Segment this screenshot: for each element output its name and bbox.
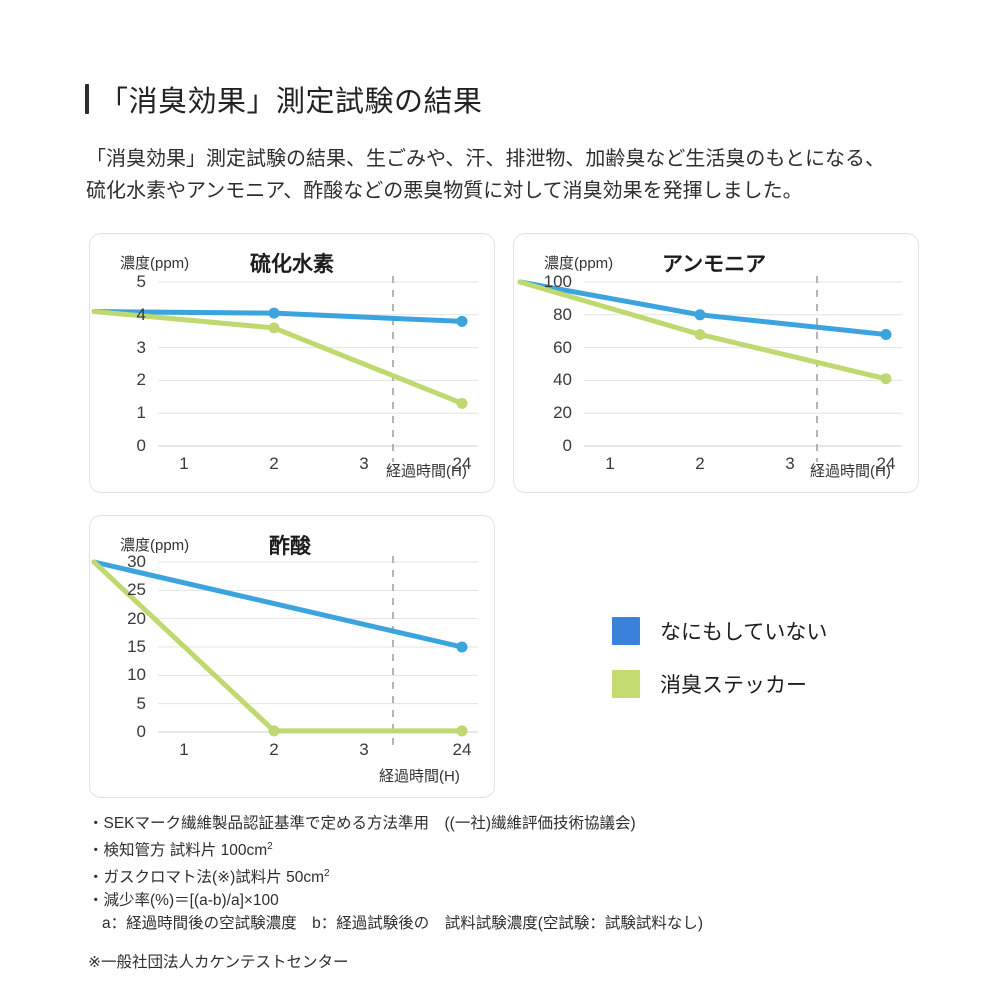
chart-plot-area: [514, 234, 920, 526]
intro-line-1: 「消臭効果」測定試験の結果、生ごみや、汗、排泄物、加齢臭など生活臭のもとになる、: [86, 148, 885, 170]
legend-label-untreated: なにもしていない: [660, 621, 828, 644]
data-point-marker: [456, 641, 468, 653]
chart-card-acetic-acid: 濃度(ppm) 酢酸 経過時間(H) 0 5 10 15 20 25 30 1 2 3 24: [89, 515, 495, 798]
y-axis-tick-label: 1: [136, 403, 146, 423]
x-axis-tick-label: 1: [179, 454, 189, 473]
legend-item-sticker: 消臭ステッカー: [612, 669, 827, 699]
data-point-marker: [880, 328, 892, 340]
y-axis-tick-label: 4: [136, 304, 146, 324]
data-point-marker: [268, 725, 280, 737]
y-axis-tick-label: 20: [127, 608, 146, 628]
footnote-reduction-formula: ・減少率(%)＝[(a-b)/a]×100: [88, 892, 279, 910]
chart-legend: なにもしていない 消臭ステッカー: [612, 616, 827, 722]
footnote-formula-terms: a：経過時間後の空試験濃度 b：経過試験後の 試料試験濃度(空試験：試験試料なし…: [102, 915, 704, 933]
x-axis-label: 経過時間(H): [379, 768, 460, 785]
intro-paragraph: 「消臭効果」測定試験の結果、生ごみや、汗、排泄物、加齢臭など生活臭のもとになる、…: [86, 143, 966, 207]
legend-swatch-blue: [612, 617, 640, 645]
y-axis-tick-label: 60: [553, 337, 572, 357]
y-axis-unit-label: 濃度(ppm): [120, 537, 190, 554]
footnote-gas-chromatography: ・ガスクロマト法(※)試料片 50cm2: [88, 862, 703, 889]
chart-title: アンモニア: [662, 253, 767, 276]
x-axis-tick-label: 24: [452, 454, 472, 473]
legend-label-sticker: 消臭ステッカー: [660, 674, 807, 697]
footnote-sek-standard: ・SEKマーク繊維製品認証基準で定める方法準用 ((一社)繊維評価技術協議会): [88, 815, 636, 832]
y-axis-tick-label: 0: [136, 436, 146, 455]
page-title-text: 「消臭効果」測定試験の結果: [99, 86, 483, 118]
title-accent-bar: [85, 84, 89, 114]
legend-item-untreated: なにもしていない: [612, 616, 827, 646]
y-axis-tick-label: 100: [543, 272, 572, 291]
chart-svg: [91, 276, 478, 462]
y-axis-tick-label: 80: [553, 304, 572, 324]
x-axis-label: 経過時間(H): [386, 463, 467, 480]
y-axis-tick-label: 40: [553, 370, 572, 390]
y-axis-tick-label: 3: [136, 337, 146, 357]
y-axis-tick-label: 25: [127, 580, 146, 600]
data-point-marker: [694, 328, 706, 340]
x-axis-tick-label: 24: [876, 454, 896, 473]
footnotes: ・SEKマーク繊維製品認証基準で定める方法準用 ((一社)繊維評価技術協議会) …: [88, 812, 703, 974]
footnote-sup-2: 2: [267, 841, 273, 852]
footnote-spacer: [88, 935, 703, 951]
page-title: 「消臭効果」測定試験の結果: [85, 78, 483, 120]
data-point-marker: [268, 307, 280, 319]
footnote-gas-chromatography-text: ・ガスクロマト法(※)試料片 50cm: [88, 869, 325, 887]
footnote-detector-tube: ・検知管方 試料片 100cm2: [88, 835, 703, 862]
y-axis-tick-label: 15: [127, 637, 146, 656]
y-axis-tick-label: 5: [136, 272, 146, 291]
series-line: [91, 559, 465, 734]
data-point-marker: [694, 309, 706, 321]
chart-svg: [517, 276, 902, 462]
chart-svg: [91, 556, 478, 748]
chart-plot-area: [90, 516, 496, 812]
chart-title: 硫化水素: [250, 253, 334, 276]
chart-title: 酢酸: [269, 535, 311, 558]
y-axis-tick-label: 0: [136, 722, 146, 741]
footnote-test-center: ※一般社団法人カケンテストセンター: [88, 954, 349, 972]
x-axis-tick-label: 1: [605, 454, 615, 473]
legend-swatch-green: [612, 670, 640, 698]
x-axis-tick-label: 3: [785, 454, 795, 473]
x-axis-tick-label: 2: [269, 740, 279, 759]
x-axis-tick-label: 1: [179, 740, 189, 759]
x-axis-tick-label: 24: [452, 740, 472, 759]
footnote-detector-tube-text: ・検知管方 試料片 100cm: [88, 842, 268, 860]
x-axis-tick-label: 3: [359, 740, 369, 759]
chart-plot-area: [90, 234, 496, 526]
data-point-marker: [880, 373, 892, 385]
intro-line-2: 硫化水素やアンモニア、酢酸などの悪臭物質に対して消臭効果を発揮しました。: [86, 180, 803, 202]
y-axis-tick-label: 20: [553, 403, 572, 423]
x-axis-tick-label: 2: [695, 454, 705, 473]
x-axis-label: 経過時間(H): [810, 463, 891, 480]
y-axis-tick-label: 10: [127, 665, 146, 685]
series-line: [517, 279, 889, 337]
x-axis-tick-label: 2: [269, 454, 279, 473]
series-line: [91, 559, 465, 650]
y-axis-unit-label: 濃度(ppm): [544, 255, 614, 272]
chart-card-ammonia: 濃度(ppm) アンモニア 経過時間(H) 0 20 40 60 80 100 1 2 3 24: [513, 233, 919, 493]
chart-card-hydrogen-sulfide: 濃度(ppm) 硫化水素 経過時間(H) 0 1 2 3 4 5 1 2 3 24: [89, 233, 495, 493]
data-point-marker: [456, 397, 468, 409]
y-axis-tick-label: 5: [136, 693, 146, 713]
y-axis-unit-label: 濃度(ppm): [120, 255, 190, 272]
y-axis-tick-label: 30: [127, 552, 146, 571]
data-point-marker: [456, 315, 468, 327]
y-axis-tick-label: 0: [562, 436, 572, 455]
x-axis-tick-label: 3: [359, 454, 369, 473]
y-axis-tick-label: 2: [136, 370, 146, 390]
footnote-sup-2: 2: [324, 868, 330, 880]
data-point-marker: [268, 322, 280, 334]
data-point-marker: [456, 725, 468, 737]
